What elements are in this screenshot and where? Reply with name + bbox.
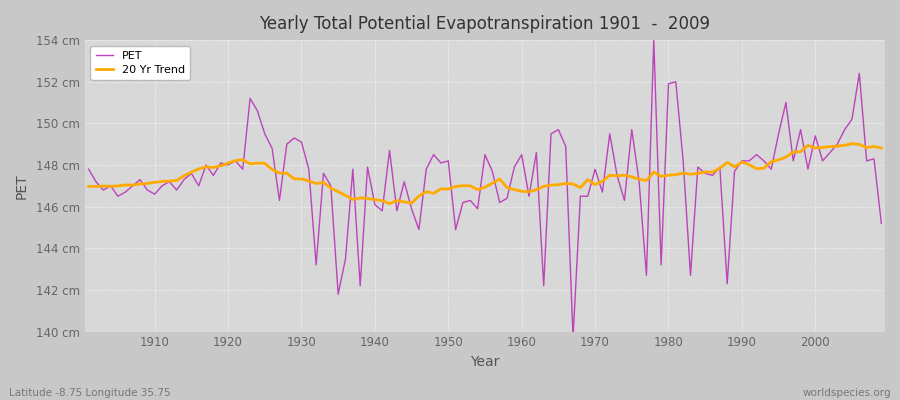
Legend: PET, 20 Yr Trend: PET, 20 Yr Trend bbox=[91, 46, 190, 80]
PET bbox=[347, 167, 358, 172]
Line: PET: PET bbox=[88, 40, 881, 338]
PET bbox=[648, 38, 659, 42]
20 Yr Trend bbox=[83, 184, 94, 189]
Text: Latitude -8.75 Longitude 35.75: Latitude -8.75 Longitude 35.75 bbox=[9, 388, 171, 398]
Title: Yearly Total Potential Evapotranspiration 1901  -  2009: Yearly Total Potential Evapotranspiratio… bbox=[259, 15, 710, 33]
PET bbox=[83, 167, 94, 172]
PET bbox=[142, 188, 153, 192]
20 Yr Trend bbox=[876, 146, 886, 150]
PET bbox=[876, 221, 886, 226]
20 Yr Trend bbox=[517, 189, 527, 194]
20 Yr Trend bbox=[142, 181, 153, 186]
20 Yr Trend bbox=[524, 189, 535, 194]
PET bbox=[568, 336, 579, 340]
PET bbox=[517, 152, 527, 157]
PET bbox=[612, 173, 623, 178]
Text: worldspecies.org: worldspecies.org bbox=[803, 388, 891, 398]
PET bbox=[508, 165, 519, 170]
20 Yr Trend bbox=[303, 178, 314, 183]
20 Yr Trend bbox=[847, 141, 858, 146]
PET bbox=[303, 167, 314, 172]
20 Yr Trend bbox=[384, 201, 395, 206]
20 Yr Trend bbox=[347, 197, 358, 202]
X-axis label: Year: Year bbox=[471, 355, 500, 369]
Line: 20 Yr Trend: 20 Yr Trend bbox=[88, 144, 881, 204]
Y-axis label: PET: PET bbox=[15, 173, 29, 199]
20 Yr Trend bbox=[612, 173, 623, 178]
